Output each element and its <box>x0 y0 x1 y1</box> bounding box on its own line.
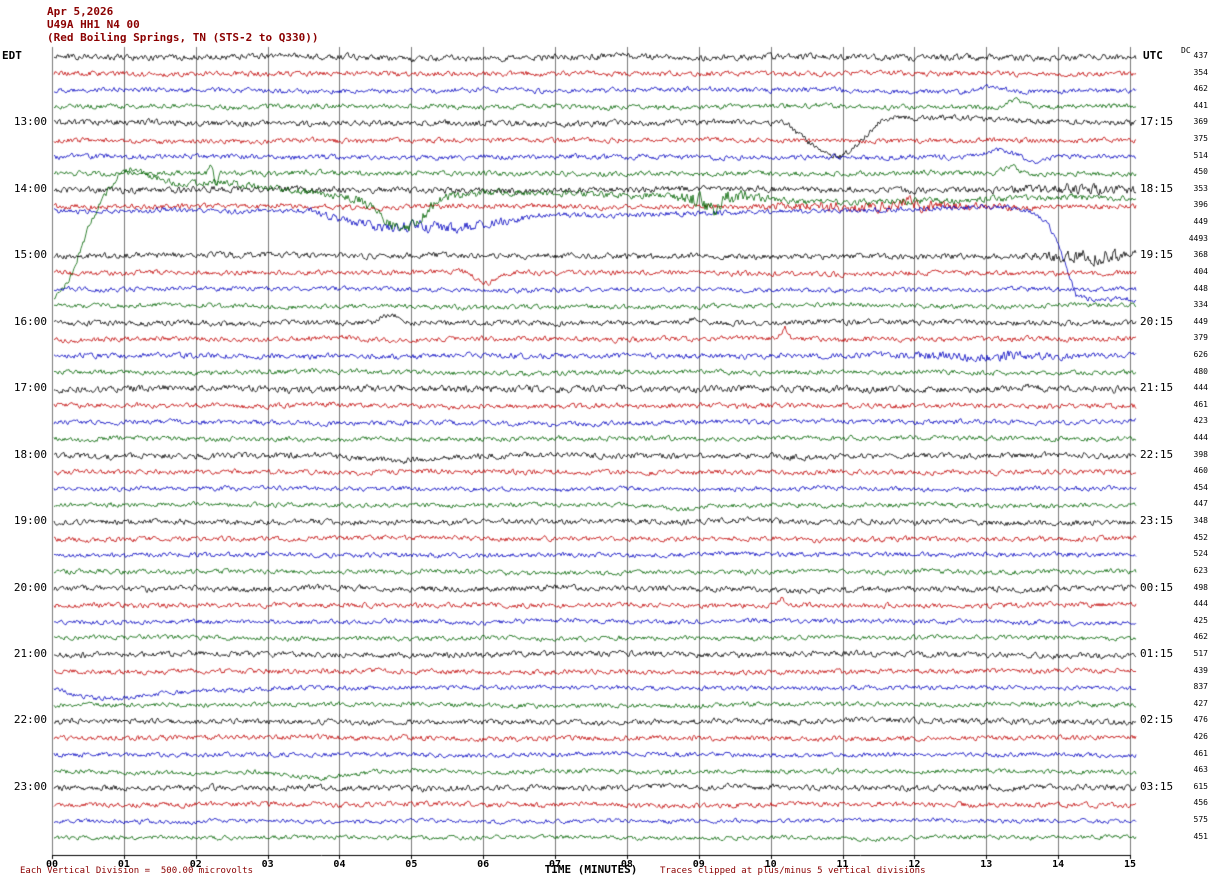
x-tick-label: 02 <box>189 859 202 870</box>
dc-value: 461 <box>1193 399 1208 409</box>
x-tick-label: 03 <box>261 859 274 870</box>
dc-value: 449 <box>1193 217 1208 227</box>
edt-hour-label: 13:00 <box>13 115 47 129</box>
x-tick-label: 10 <box>764 859 777 870</box>
dc-value: 444 <box>1193 383 1208 393</box>
x-axis-title: TIME (MINUTES) <box>544 863 638 876</box>
dc-value: 460 <box>1193 466 1208 476</box>
dc-column-label: DC <box>1181 46 1191 55</box>
dc-value: 454 <box>1193 482 1208 492</box>
utc-hour-label: 17:15 <box>1140 115 1174 129</box>
x-tick-label: 11 <box>836 859 849 870</box>
dc-value: 449 <box>1193 316 1208 326</box>
edt-hour-label: 15:00 <box>13 248 47 262</box>
dc-value: 447 <box>1193 499 1208 509</box>
utc-hour-label: 00:15 <box>1140 580 1174 594</box>
dc-value: 439 <box>1193 665 1208 675</box>
left-timezone-label: EDT <box>2 49 22 62</box>
x-tick-label: 12 <box>908 859 921 870</box>
x-tick-label: 01 <box>117 859 130 870</box>
dc-value: 396 <box>1193 200 1208 210</box>
edt-hour-label: 18:00 <box>13 447 47 461</box>
dc-value: 437 <box>1193 51 1208 60</box>
dc-value: 514 <box>1193 150 1208 160</box>
x-tick-label: 08 <box>620 859 633 870</box>
dc-value: 450 <box>1193 167 1208 177</box>
edt-hour-label: 19:00 <box>13 514 47 528</box>
dc-value: 375 <box>1193 134 1208 144</box>
dc-value: 517 <box>1193 648 1208 658</box>
dc-value: 452 <box>1193 532 1208 542</box>
dc-value: 451 <box>1193 831 1208 841</box>
dc-value: 379 <box>1193 333 1208 343</box>
dc-value: 369 <box>1193 117 1208 127</box>
dc-value: 461 <box>1193 748 1208 758</box>
utc-hour-label: 22:15 <box>1140 447 1174 461</box>
x-tick-label: 00 <box>45 859 59 870</box>
x-tick-label: 06 <box>477 859 490 870</box>
utc-hour-label: 03:15 <box>1140 779 1174 793</box>
edt-hour-label: 14:00 <box>13 181 47 195</box>
dc-value: 423 <box>1193 416 1208 426</box>
dc-value: 398 <box>1193 449 1208 459</box>
dc-value: 462 <box>1193 632 1208 642</box>
dc-value: 368 <box>1193 250 1208 260</box>
edt-hour-label: 17:00 <box>13 381 47 395</box>
x-tick-label: 09 <box>692 859 705 870</box>
dc-value: 498 <box>1193 582 1208 592</box>
x-tick-label: 14 <box>1052 859 1065 870</box>
utc-hour-label: 18:15 <box>1140 181 1174 195</box>
dc-value: 334 <box>1193 300 1208 310</box>
dc-value: 404 <box>1193 266 1208 276</box>
dc-value: 348 <box>1193 516 1208 526</box>
x-tick-label: 13 <box>980 859 993 870</box>
dc-value: 476 <box>1193 715 1208 725</box>
dc-value: 426 <box>1193 732 1208 741</box>
dc-value: 524 <box>1193 549 1208 559</box>
dc-value: 837 <box>1193 682 1208 692</box>
utc-hour-label: 01:15 <box>1140 646 1174 660</box>
dc-value: 462 <box>1193 84 1208 94</box>
edt-hour-label: 20:00 <box>13 580 47 594</box>
dc-value: 425 <box>1193 615 1208 625</box>
footer-scale-note: Each Vertical Division = 500.00 microvol… <box>20 866 253 876</box>
edt-hour-label: 21:00 <box>13 646 47 660</box>
dc-value: 456 <box>1193 798 1208 808</box>
header-station: U49A HH1 N4 00 <box>47 18 140 31</box>
dc-value: 353 <box>1193 183 1208 193</box>
dc-value: 615 <box>1193 781 1208 791</box>
x-tick-label: 05 <box>405 859 418 870</box>
utc-hour-label: 21:15 <box>1140 381 1174 395</box>
x-tick-label: 15 <box>1123 859 1137 870</box>
utc-hour-label: 02:15 <box>1140 713 1174 727</box>
header-date: Apr 5,2026 <box>47 5 114 18</box>
dc-value: 4493 <box>1188 233 1208 243</box>
dc-value: 444 <box>1193 433 1208 443</box>
right-timezone-label: UTC <box>1143 49 1163 62</box>
dc-value: 441 <box>1193 100 1208 110</box>
utc-hour-label: 20:15 <box>1140 314 1174 328</box>
edt-hour-label: 23:00 <box>13 779 47 793</box>
edt-hour-label: 16:00 <box>13 314 47 328</box>
x-tick-label: 04 <box>333 859 346 870</box>
dc-value: 480 <box>1193 366 1208 376</box>
dc-value: 444 <box>1193 599 1208 609</box>
utc-hour-label: 19:15 <box>1140 248 1174 262</box>
dc-value: 354 <box>1193 67 1208 77</box>
dc-value: 448 <box>1193 283 1208 293</box>
footer-clip-note: Traces clipped at plus/minus 5 vertical … <box>660 866 926 876</box>
dc-value: 427 <box>1193 698 1208 708</box>
dc-value: 463 <box>1193 765 1208 775</box>
dc-value: 626 <box>1193 349 1208 359</box>
dc-value: 575 <box>1193 815 1208 825</box>
dc-value: 623 <box>1193 565 1208 575</box>
x-tick-label: 07 <box>549 859 562 870</box>
header-location: (Red Boiling Springs, TN (STS-2 to Q330)… <box>47 31 319 44</box>
utc-hour-label: 23:15 <box>1140 514 1174 528</box>
edt-hour-label: 22:00 <box>13 713 47 727</box>
